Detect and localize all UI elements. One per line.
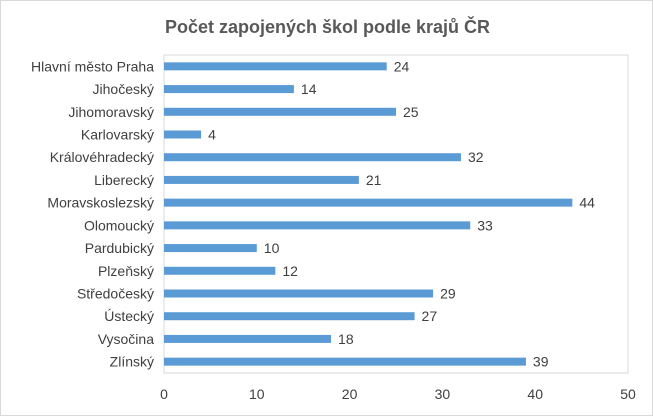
bar	[164, 244, 257, 253]
data-label: 21	[366, 172, 382, 188]
category-label: Karlovarský	[81, 127, 154, 143]
category-label: Olomoucký	[84, 217, 154, 233]
plot-area: Hlavní město Praha 24 Jihočeský 14 Jihomorav…	[31, 54, 636, 402]
category-label: Jihomoravský	[68, 104, 154, 120]
data-label: 14	[301, 81, 317, 97]
category-label: Plzeňský	[98, 263, 154, 279]
x-tick-label: 50	[620, 386, 636, 402]
bar	[164, 85, 294, 94]
bar	[164, 334, 332, 343]
category-label: Pardubický	[85, 240, 154, 256]
category-label: Vysočina	[98, 331, 155, 347]
category-label: Liberecký	[94, 172, 154, 188]
data-label: 29	[440, 286, 456, 302]
bar	[164, 62, 387, 71]
bar	[164, 221, 471, 230]
category-label: Jihočeský	[93, 81, 154, 97]
x-tick-label: 10	[249, 386, 265, 402]
category-label: Zlínský	[110, 354, 154, 370]
bar	[164, 266, 276, 275]
bar	[164, 130, 202, 139]
data-label: 44	[579, 195, 595, 211]
bar	[164, 153, 461, 162]
x-tick-label: 0	[160, 386, 168, 402]
bar	[164, 107, 396, 116]
category-label: Hlavní město Praha	[31, 58, 154, 74]
data-label: 10	[264, 240, 280, 256]
data-label: 32	[468, 149, 484, 165]
bar	[164, 312, 415, 321]
category-label: Ústecký	[104, 308, 154, 324]
x-tick-label: 40	[527, 386, 543, 402]
plot-border	[163, 54, 629, 374]
bar	[164, 289, 434, 298]
data-label: 33	[477, 217, 493, 233]
category-label: Královéhradecký	[50, 149, 154, 165]
bar	[164, 175, 359, 184]
x-tick-label: 20	[342, 386, 358, 402]
data-label: 12	[282, 263, 298, 279]
bar	[164, 357, 526, 366]
data-label: 25	[403, 104, 419, 120]
chart-title: Počet zapojených škol podle krajů ČR	[164, 17, 491, 37]
data-label: 18	[338, 331, 354, 347]
data-label: 4	[208, 127, 216, 143]
bar	[164, 198, 573, 207]
data-label: 39	[533, 354, 549, 370]
category-label: Středočeský	[77, 286, 154, 302]
data-label: 24	[394, 58, 410, 74]
category-label: Moravskoslezský	[47, 195, 154, 211]
x-tick-label: 30	[435, 386, 451, 402]
data-label: 27	[422, 308, 438, 324]
